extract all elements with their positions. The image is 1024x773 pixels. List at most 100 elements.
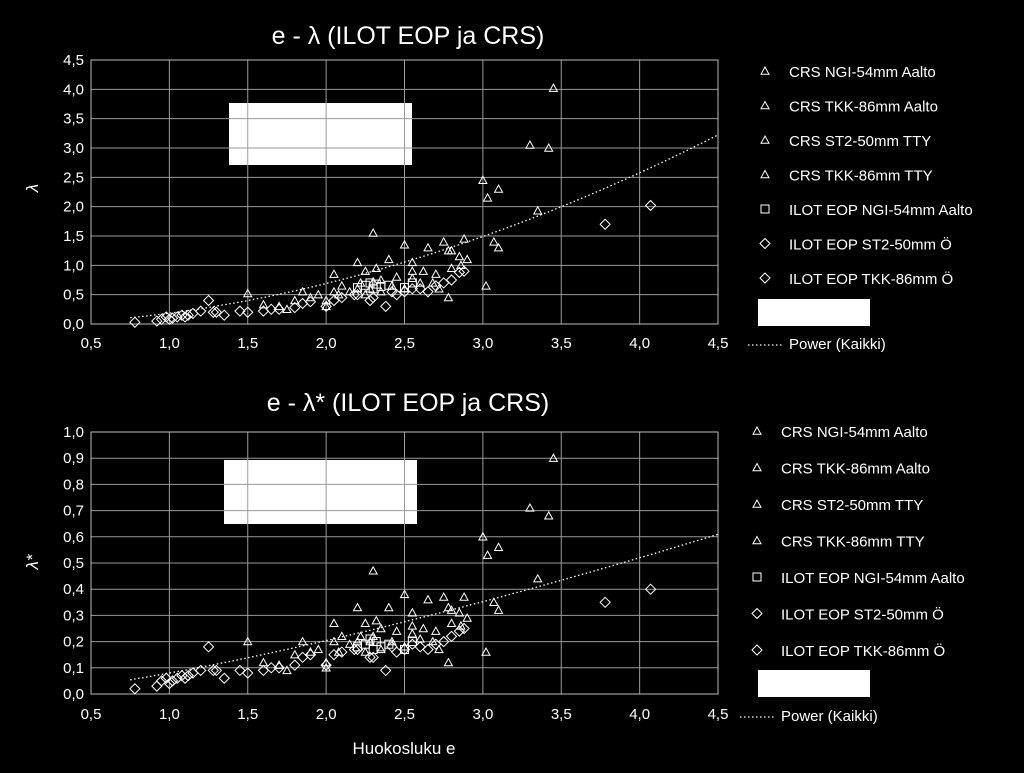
data-point xyxy=(454,251,465,261)
data-point xyxy=(418,266,429,275)
data-point xyxy=(258,657,269,667)
legend-label: CRS ST2-50mm TTY xyxy=(789,133,931,150)
data-point xyxy=(182,309,194,321)
data-point xyxy=(352,257,363,267)
data-point xyxy=(407,273,418,282)
legend-marker xyxy=(752,498,762,508)
data-point xyxy=(493,242,504,252)
data-point xyxy=(391,272,402,281)
data-point xyxy=(478,175,488,184)
data-point xyxy=(427,277,438,287)
data-point xyxy=(163,313,176,326)
legend-marker xyxy=(759,272,771,284)
data-point xyxy=(422,286,434,298)
data-point xyxy=(160,672,172,684)
data-point xyxy=(379,300,392,313)
data-point xyxy=(399,239,410,249)
data-point xyxy=(320,300,332,313)
data-point xyxy=(493,605,504,614)
legend-marker xyxy=(752,572,762,582)
data-point xyxy=(234,664,246,677)
data-point xyxy=(234,305,246,317)
legend-marker xyxy=(752,535,762,545)
data-point xyxy=(599,596,611,609)
y-tick-label: 3,5 xyxy=(63,111,84,128)
legend-marker xyxy=(752,462,762,472)
legend-marker xyxy=(759,237,771,250)
data-point xyxy=(202,294,215,307)
data-point xyxy=(371,279,381,289)
y-tick-label: 0,3 xyxy=(63,607,84,624)
legend-marker xyxy=(760,204,770,214)
data-point xyxy=(179,311,191,323)
data-point xyxy=(351,643,364,656)
data-point xyxy=(391,626,402,635)
chart-annotation-box xyxy=(224,460,417,524)
data-point xyxy=(289,301,301,314)
y-tick-label: 0,0 xyxy=(63,686,84,703)
data-point xyxy=(454,607,465,617)
legend-label: ILOT EOP TKK-86mm Ö xyxy=(789,270,953,288)
y-tick-label: 0,7 xyxy=(63,503,84,520)
x-tick-label: 0,5 xyxy=(81,706,102,723)
data-point xyxy=(482,550,493,559)
data-point xyxy=(387,280,397,290)
y-tick-label: 2,0 xyxy=(63,199,84,216)
data-point xyxy=(390,288,403,301)
legend-marker xyxy=(760,65,770,75)
data-point xyxy=(387,636,397,646)
data-point xyxy=(423,242,433,252)
data-point xyxy=(160,311,172,323)
legend-blank-entry xyxy=(758,670,870,697)
data-point xyxy=(365,278,375,288)
data-point xyxy=(242,636,253,646)
data-point xyxy=(525,140,535,149)
legend-trend-label: Power (Kaikki) xyxy=(781,708,878,725)
x-tick-label: 0,5 xyxy=(81,335,102,352)
x-axis-label: Huokosluku e xyxy=(352,739,455,758)
data-point xyxy=(431,626,441,635)
data-point xyxy=(399,589,410,599)
x-tick-label: 1,0 xyxy=(159,706,180,723)
data-point xyxy=(328,648,340,661)
plot-area-border xyxy=(90,59,719,325)
data-point xyxy=(171,672,183,684)
data-point xyxy=(599,218,611,230)
data-point xyxy=(289,649,300,659)
data-point xyxy=(360,266,371,275)
data-point xyxy=(383,602,394,612)
data-point xyxy=(304,295,317,308)
data-point xyxy=(336,291,348,304)
data-point xyxy=(525,502,535,512)
data-point xyxy=(407,637,417,647)
data-point xyxy=(446,605,457,614)
chart-1: 0,0 0,5 1,0 1,5 2,0 2,5 3,0 3,5 4,0 4,5 0,5 1,0 1,5 2… xyxy=(63,52,973,353)
legend-label: CRS NGI-54mm Aalto xyxy=(789,64,936,81)
data-point xyxy=(365,634,375,644)
legend-label: ILOT EOP ST2-50mm Ö xyxy=(789,236,952,254)
data-point xyxy=(371,615,382,625)
data-point xyxy=(371,263,382,272)
x-tick-label: 4,5 xyxy=(708,335,729,352)
x-tick-label: 3,5 xyxy=(551,706,572,723)
data-point xyxy=(407,628,418,638)
data-point xyxy=(297,636,308,646)
x-tick-label: 3,5 xyxy=(551,335,572,352)
data-point xyxy=(282,665,292,675)
x-tick-label: 4,0 xyxy=(629,335,650,352)
y-tick-label: 0,9 xyxy=(63,450,84,467)
legend-label: CRS TKK-86mm Aalto xyxy=(781,461,930,478)
legend-marker xyxy=(751,607,763,620)
x-tick-label: 1,5 xyxy=(237,706,258,723)
data-point xyxy=(351,288,364,301)
data-point xyxy=(336,646,348,658)
data-point xyxy=(407,607,418,617)
data-point xyxy=(443,602,454,612)
y-tick-label: 4,0 xyxy=(63,81,84,98)
data-point xyxy=(456,620,466,630)
chart-2: 0,0 0,1 0,2 0,3 0,4 0,5 0,6 0,7 0,8 0,9 1,0 0,5 1,0 1… xyxy=(63,424,965,725)
legend-label: ILOT EOP NGI-54mm Aalto xyxy=(789,202,973,219)
data-point xyxy=(329,636,339,646)
data-point xyxy=(360,289,371,299)
data-point xyxy=(195,664,207,677)
